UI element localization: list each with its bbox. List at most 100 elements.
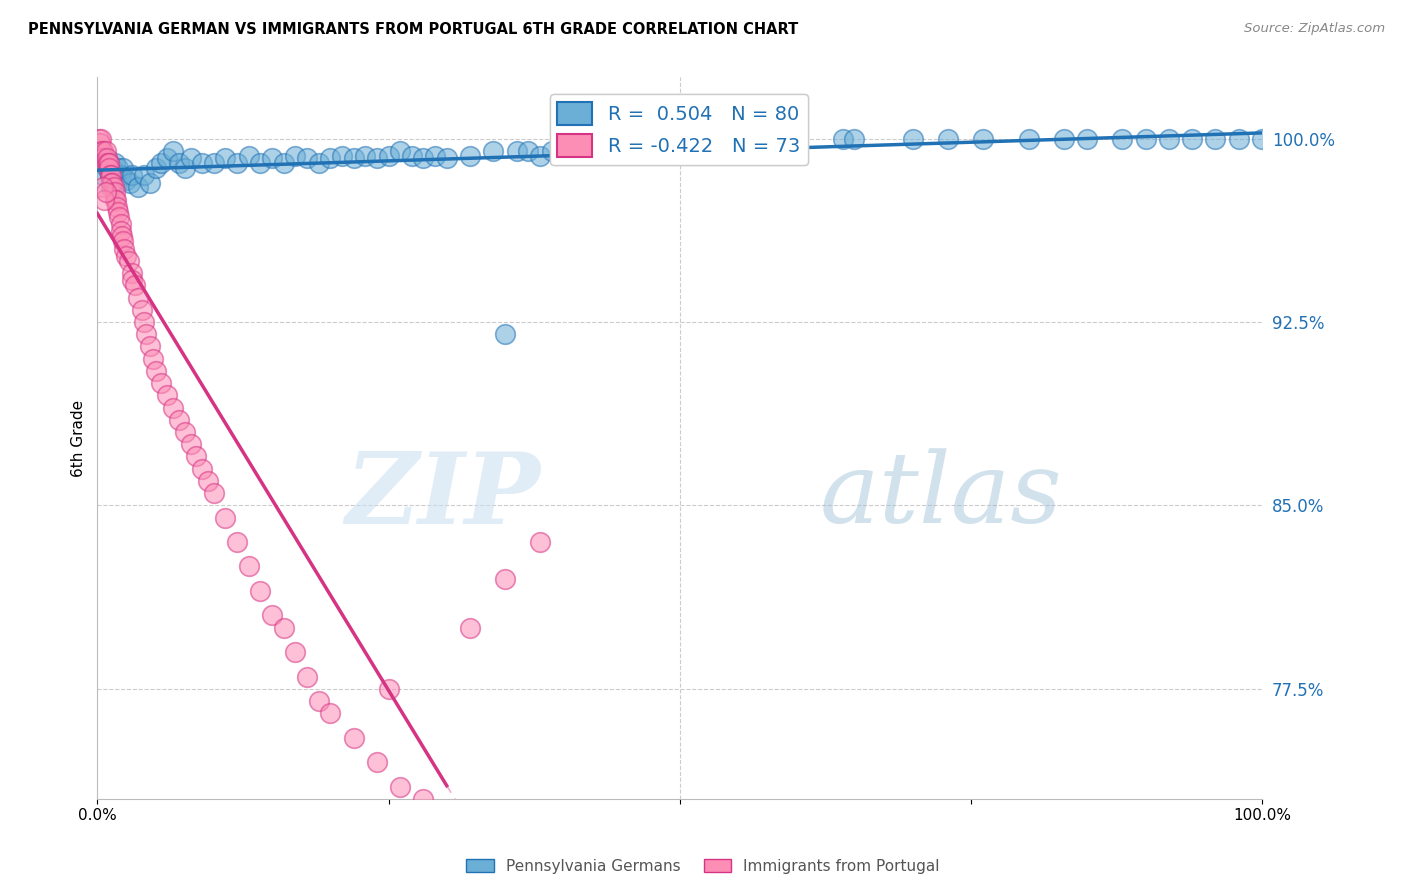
Point xyxy=(132,315,155,329)
Point xyxy=(273,621,295,635)
Point xyxy=(260,151,283,165)
Point xyxy=(121,266,143,280)
Point xyxy=(1053,131,1076,145)
Point xyxy=(1018,131,1040,145)
Point xyxy=(173,425,195,439)
Point xyxy=(599,136,621,151)
Point xyxy=(104,186,127,200)
Point xyxy=(98,156,121,170)
Point xyxy=(1135,131,1157,145)
Point xyxy=(273,156,295,170)
Point xyxy=(1111,131,1133,145)
Point xyxy=(110,225,132,239)
Point xyxy=(342,151,364,165)
Point xyxy=(131,302,153,317)
Point xyxy=(295,669,318,683)
Point xyxy=(214,510,236,524)
Point xyxy=(145,364,167,378)
Point xyxy=(401,149,423,163)
Point xyxy=(389,144,412,158)
Point xyxy=(145,161,167,175)
Point xyxy=(202,486,225,500)
Point xyxy=(529,535,551,549)
Point xyxy=(96,161,118,175)
Y-axis label: 6th Grade: 6th Grade xyxy=(72,400,86,476)
Point xyxy=(284,645,307,659)
Point xyxy=(249,156,271,170)
Point xyxy=(831,131,853,145)
Point xyxy=(226,535,249,549)
Point xyxy=(101,161,124,175)
Point xyxy=(127,291,149,305)
Point xyxy=(150,376,173,390)
Point xyxy=(104,193,127,207)
Point xyxy=(436,804,458,818)
Point xyxy=(127,180,149,194)
Point xyxy=(553,144,575,158)
Point xyxy=(482,144,505,158)
Point xyxy=(330,149,353,163)
Point xyxy=(118,253,141,268)
Point xyxy=(100,180,122,194)
Point xyxy=(517,144,540,158)
Point xyxy=(112,242,135,256)
Point xyxy=(249,583,271,598)
Point xyxy=(105,176,128,190)
Point xyxy=(936,131,959,145)
Point xyxy=(458,149,481,163)
Point xyxy=(354,149,377,163)
Point xyxy=(97,156,120,170)
Text: atlas: atlas xyxy=(820,448,1062,543)
Point xyxy=(173,161,195,175)
Point xyxy=(186,450,208,464)
Point xyxy=(1227,131,1250,145)
Text: Source: ZipAtlas.com: Source: ZipAtlas.com xyxy=(1244,22,1385,36)
Point xyxy=(93,193,115,207)
Text: PENNSYLVANIA GERMAN VS IMMIGRANTS FROM PORTUGAL 6TH GRADE CORRELATION CHART: PENNSYLVANIA GERMAN VS IMMIGRANTS FROM P… xyxy=(28,22,799,37)
Point xyxy=(94,186,117,200)
Point xyxy=(93,156,115,170)
Point xyxy=(645,144,668,158)
Point xyxy=(91,168,114,182)
Point xyxy=(139,339,162,353)
Point xyxy=(111,161,134,175)
Point xyxy=(191,461,214,475)
Point xyxy=(98,168,121,182)
Point xyxy=(295,151,318,165)
Point xyxy=(139,176,162,190)
Point xyxy=(89,136,111,151)
Point xyxy=(238,559,260,574)
Point xyxy=(115,249,138,263)
Point xyxy=(104,193,127,207)
Point xyxy=(100,168,122,182)
Point xyxy=(132,168,155,182)
Point xyxy=(494,327,516,342)
Point xyxy=(162,144,184,158)
Point xyxy=(458,621,481,635)
Point xyxy=(107,205,129,219)
Point xyxy=(703,131,725,145)
Point xyxy=(1204,131,1226,145)
Point xyxy=(284,149,307,163)
Point xyxy=(91,151,114,165)
Point xyxy=(389,780,412,794)
Point xyxy=(101,176,124,190)
Point xyxy=(91,144,114,158)
Point xyxy=(1251,131,1274,145)
Point xyxy=(1157,131,1180,145)
Point xyxy=(308,694,330,708)
Point xyxy=(105,200,128,214)
Point xyxy=(91,180,114,194)
Point xyxy=(142,351,165,366)
Point xyxy=(94,144,117,158)
Point xyxy=(423,149,446,163)
Point xyxy=(738,131,761,145)
Point xyxy=(150,156,173,170)
Point xyxy=(110,217,132,231)
Point xyxy=(156,388,179,402)
Point xyxy=(1076,131,1098,145)
Point xyxy=(412,151,434,165)
Point xyxy=(87,131,110,145)
Point xyxy=(191,156,214,170)
Point xyxy=(98,168,121,182)
